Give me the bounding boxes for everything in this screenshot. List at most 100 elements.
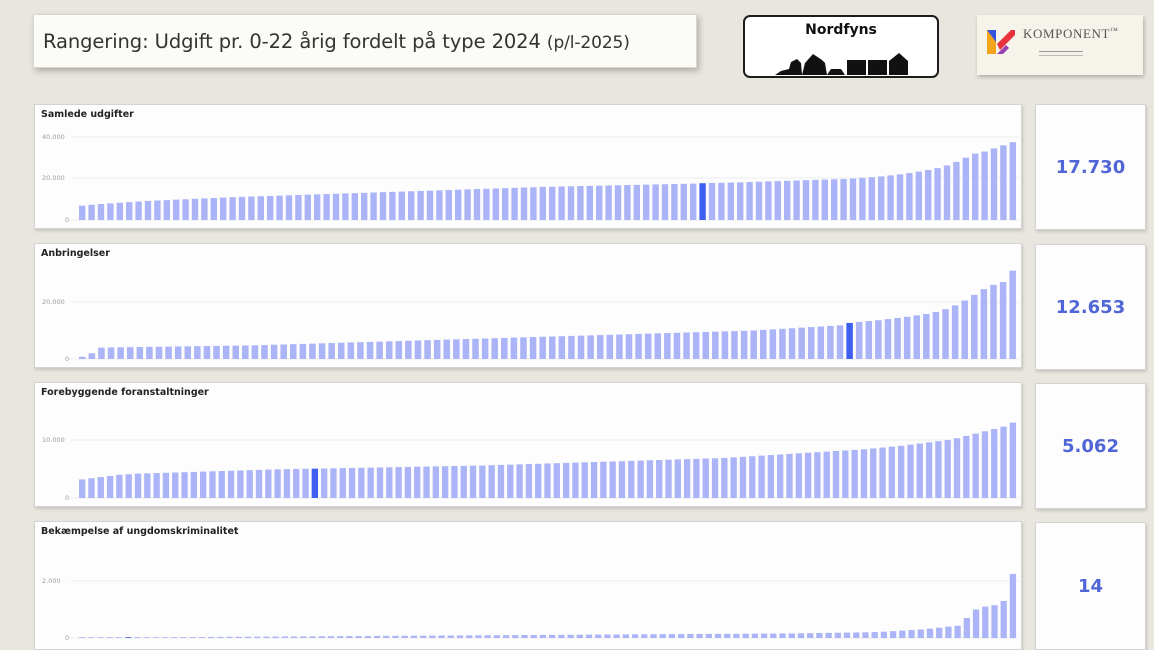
bar[interactable] [860,449,868,498]
bar[interactable] [616,334,623,359]
bar[interactable] [628,460,635,498]
bar[interactable] [961,300,968,359]
bar[interactable] [347,342,355,359]
bar[interactable] [355,636,362,638]
bar[interactable] [525,464,533,498]
bar[interactable] [661,184,669,220]
bar[interactable] [88,353,96,359]
bar[interactable] [342,193,349,220]
bar[interactable] [97,204,105,220]
bar[interactable] [765,181,772,220]
bar[interactable] [544,463,551,498]
bar[interactable] [812,179,819,220]
bar[interactable] [181,472,188,498]
bar[interactable] [475,635,482,638]
bar[interactable] [932,311,940,359]
bar[interactable] [328,343,335,359]
bar[interactable] [491,338,498,359]
bar[interactable] [357,342,364,360]
bar[interactable] [604,634,611,638]
bar[interactable] [163,200,170,220]
bar[interactable] [896,174,904,220]
bar[interactable] [605,185,612,220]
bar[interactable] [106,475,114,498]
bar[interactable] [432,466,439,498]
bar[interactable] [290,636,298,638]
bar[interactable] [624,185,631,220]
bar[interactable] [521,635,528,638]
bar[interactable] [755,181,763,220]
bar[interactable] [199,471,207,498]
bar[interactable] [1009,573,1017,639]
bar[interactable] [469,465,477,498]
bar[interactable] [980,289,988,359]
bar[interactable] [903,316,911,359]
bar[interactable] [817,326,825,359]
bar[interactable] [855,321,863,359]
bar[interactable] [577,335,585,359]
bar[interactable] [750,330,757,360]
bar[interactable] [549,186,556,220]
bar[interactable] [367,467,374,498]
bar[interactable] [650,634,657,638]
bar[interactable] [843,632,851,638]
bar[interactable] [953,161,960,220]
bar[interactable] [692,332,700,359]
bar[interactable] [483,188,490,220]
bar[interactable] [581,462,588,498]
bar[interactable] [395,341,403,360]
bar[interactable] [438,635,445,638]
bar[interactable] [79,205,86,220]
bar[interactable] [389,191,396,220]
bar[interactable] [777,454,784,499]
highlight-bar[interactable] [125,637,132,638]
bar[interactable] [330,468,337,498]
bar[interactable] [622,634,629,638]
bar[interactable] [460,465,467,498]
bar[interactable] [155,346,163,360]
bar[interactable] [862,632,869,638]
bar[interactable] [392,635,399,638]
bar[interactable] [257,196,264,220]
bar[interactable] [364,636,371,638]
bar[interactable] [309,636,316,638]
bar[interactable] [784,180,791,220]
bar[interactable] [963,435,970,498]
bar[interactable] [646,460,654,498]
bar[interactable] [887,175,894,220]
bar[interactable] [530,634,537,638]
bar[interactable] [267,195,274,220]
bar[interactable] [520,187,528,220]
bar[interactable] [539,186,546,220]
bar[interactable] [770,633,777,639]
bar[interactable] [595,634,602,638]
bar[interactable] [990,284,997,359]
bar[interactable] [290,344,297,359]
bar[interactable] [152,637,159,638]
bar[interactable] [417,190,424,220]
bar[interactable] [982,606,989,638]
bar[interactable] [865,321,873,359]
bar[interactable] [492,188,499,220]
bar[interactable] [797,633,805,638]
bar[interactable] [936,627,943,638]
bar[interactable] [323,194,330,220]
bar[interactable] [456,635,464,638]
bar[interactable] [804,452,812,498]
bar[interactable] [916,443,923,498]
bar[interactable] [443,339,451,359]
bar[interactable] [238,196,246,220]
bar[interactable] [244,636,252,638]
bar[interactable] [859,177,866,220]
bar[interactable] [832,451,840,498]
bar[interactable] [339,468,346,498]
bar[interactable] [851,449,858,498]
bar[interactable] [501,337,508,359]
bar[interactable] [451,466,458,498]
bar[interactable] [144,473,151,498]
bar[interactable] [981,431,989,498]
bar[interactable] [530,187,537,221]
bar[interactable] [414,340,422,359]
bar[interactable] [172,472,179,498]
bar[interactable] [875,320,882,359]
